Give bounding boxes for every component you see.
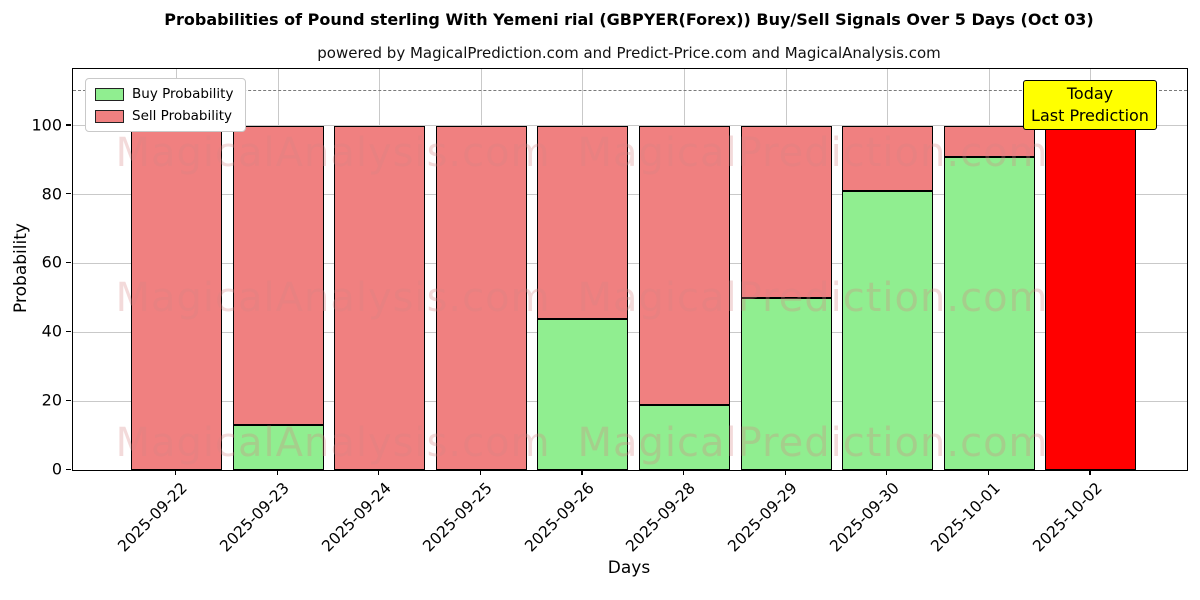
y-tick-mark xyxy=(66,399,71,401)
annotation-line-1: Today xyxy=(1066,84,1114,104)
watermark: MagicalAnalysis.com xyxy=(115,275,551,321)
x-tick-mark xyxy=(174,470,177,475)
dashed-threshold-line xyxy=(73,90,1187,92)
bar-group xyxy=(537,69,629,470)
y-tick-mark xyxy=(66,330,71,333)
y-gridline xyxy=(73,262,1187,264)
chart-title: Probabilities of Pound sterling With Yem… xyxy=(164,10,1094,29)
y-tick-label: 0 xyxy=(51,459,62,479)
bar-buy-segment xyxy=(842,191,934,470)
x-tick-label: 2025-09-22 xyxy=(114,479,192,556)
x-tick-mark xyxy=(581,470,583,475)
bar-group xyxy=(842,69,934,470)
bar-sell-segment xyxy=(130,125,222,470)
x-tick-label: 2025-09-30 xyxy=(825,479,903,556)
y-tick-label: 60 xyxy=(41,252,62,272)
bar-buy-segment xyxy=(943,156,1035,470)
x-tick-mark xyxy=(276,470,278,475)
bar-group xyxy=(1045,69,1137,470)
y-tick-mark xyxy=(66,468,71,470)
y-tick-label: 20 xyxy=(41,390,62,410)
x-tick-label: 2025-10-01 xyxy=(927,479,1004,556)
chart-subtitle: powered by MagicalPrediction.com and Pre… xyxy=(317,44,941,62)
x-axis-label: Days xyxy=(607,558,651,578)
annotation-today-box: Today Last Prediction xyxy=(1023,80,1157,130)
y-tick-mark xyxy=(66,193,71,195)
x-tick-mark xyxy=(479,470,481,475)
x-tick-label: 2025-09-23 xyxy=(216,479,293,556)
bar-group xyxy=(943,69,1035,470)
watermark: MagicalPrediction.com xyxy=(577,130,1049,176)
bar-today xyxy=(1045,125,1137,470)
x-tick-mark xyxy=(987,470,989,475)
x-tick-label: 2025-09-29 xyxy=(724,479,801,556)
bar-buy-segment xyxy=(232,425,324,470)
bar-sell-segment xyxy=(232,125,324,426)
bar-sell-segment xyxy=(842,125,934,192)
y-gridline xyxy=(73,400,1187,402)
legend-label-sell: Sell Probability xyxy=(132,108,233,124)
bar-sell-segment xyxy=(740,125,832,298)
y-tick-label: 100 xyxy=(31,115,62,135)
x-tick-label: 2025-09-25 xyxy=(419,479,496,556)
y-gridline xyxy=(73,125,1187,127)
watermark: MagicalPrediction.com xyxy=(577,420,1049,466)
legend-item-sell: Sell Probability xyxy=(95,108,233,124)
x-tick-mark xyxy=(378,470,380,475)
x-tick-label: 2025-10-02 xyxy=(1029,479,1106,556)
bar-sell-segment xyxy=(435,125,527,470)
y-tick-label: 80 xyxy=(41,184,62,204)
bar-group xyxy=(232,69,324,470)
bar-buy-segment xyxy=(537,318,629,470)
legend: Buy Probability Sell Probability xyxy=(85,78,247,132)
y-gridline xyxy=(73,331,1187,333)
x-tick-mark xyxy=(682,470,685,475)
x-tick-label: 2025-09-28 xyxy=(622,479,700,556)
watermark: MagicalPrediction.com xyxy=(577,275,1049,321)
bar-buy-segment xyxy=(638,404,730,470)
y-tick-mark xyxy=(66,124,71,126)
y-tick-mark xyxy=(66,261,71,264)
legend-item-buy: Buy Probability xyxy=(95,86,233,102)
y-tick-label: 40 xyxy=(41,321,62,341)
legend-swatch-sell xyxy=(95,109,124,123)
bar-sell-segment xyxy=(537,125,629,319)
plot-area: Buy Probability Sell Probability Magical… xyxy=(72,68,1188,471)
watermark: MagicalAnalysis.com xyxy=(115,130,551,176)
bar-buy-segment xyxy=(740,297,832,470)
bar-sell-segment xyxy=(943,125,1035,157)
bar-group xyxy=(130,69,222,470)
y-gridline xyxy=(73,194,1187,196)
legend-swatch-buy xyxy=(95,87,124,101)
bar-group xyxy=(740,69,832,470)
bar-sell-segment xyxy=(334,125,426,470)
x-tick-mark xyxy=(1089,470,1091,475)
bar-group xyxy=(638,69,730,470)
x-tick-mark xyxy=(886,470,888,475)
x-tick-label: 2025-09-26 xyxy=(521,479,598,556)
x-tick-label: 2025-09-24 xyxy=(317,479,395,556)
watermark: MagicalAnalysis.com xyxy=(115,420,551,466)
legend-label-buy: Buy Probability xyxy=(132,86,234,102)
annotation-line-2: Last Prediction xyxy=(1031,106,1149,125)
bar-sell-segment xyxy=(638,125,730,405)
x-tick-mark xyxy=(784,470,786,475)
bar-group xyxy=(334,69,426,470)
bar-group xyxy=(435,69,527,470)
